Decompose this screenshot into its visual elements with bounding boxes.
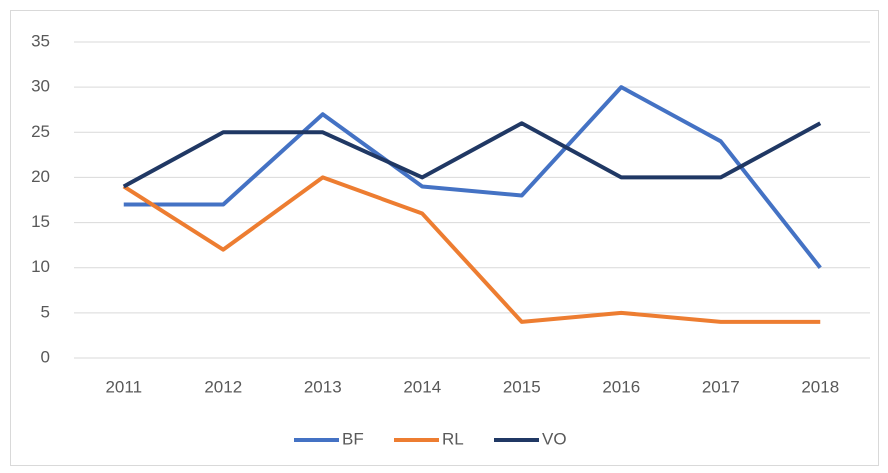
x-tick-label: 2013 [304, 377, 342, 396]
x-tick-label: 2011 [105, 377, 142, 396]
x-tick-label: 2012 [204, 377, 242, 396]
y-tick-label: 25 [31, 122, 50, 141]
y-tick-label: 0 [41, 347, 50, 366]
legend-label: BF [342, 429, 364, 448]
x-tick-label: 2014 [403, 377, 441, 396]
y-tick-label: 5 [41, 302, 50, 321]
x-tick-label: 2017 [702, 377, 740, 396]
series-line [122, 121, 822, 189]
x-tick-label: 2018 [801, 377, 839, 396]
y-tick-label: 20 [31, 167, 50, 186]
y-tick-label: 35 [31, 31, 50, 50]
y-tick-label: 10 [31, 257, 50, 276]
y-tick-label: 30 [31, 77, 50, 96]
legend-label: RL [442, 429, 464, 448]
series-line [123, 85, 822, 269]
series-line [122, 175, 821, 324]
x-tick-label: 2016 [602, 377, 640, 396]
y-tick-label: 15 [31, 212, 50, 231]
x-tick-label: 2015 [503, 377, 541, 396]
legend-label: VO [542, 429, 567, 448]
